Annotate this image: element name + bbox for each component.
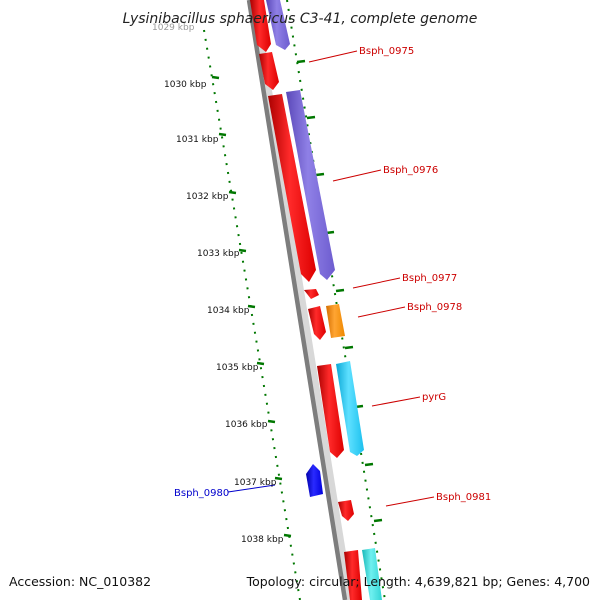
ruler-label: 1032 kbp (186, 192, 229, 202)
map-title: Lysinibacillus sphaericus C3-41, complet… (123, 11, 478, 27)
gene-arrow-red (259, 52, 279, 90)
gene-label-bsph-0980[interactable]: Bsph_0980 (174, 488, 229, 499)
inner-ring-ticks (203, 29, 301, 600)
accession-text: Accession: NC_010382 (9, 574, 151, 589)
gene-arrow-orange (326, 304, 345, 338)
ruler-label: 1037 kbp (234, 478, 277, 488)
major-ruler-ticks (211, 75, 292, 538)
gene-arrow-red (317, 364, 344, 458)
gene-arrow-red (268, 94, 316, 282)
gene-label-bsph-0981[interactable]: Bsph_0981 (436, 492, 491, 503)
ruler-label: 1038 kbp (241, 535, 284, 545)
gene-arrow-red (338, 500, 354, 521)
gene-arrow-red (250, 0, 271, 52)
ruler-label: 1030 kbp (164, 80, 207, 90)
gene-arrow-red (344, 550, 362, 600)
ruler-label: 1033 kbp (197, 249, 240, 259)
gene-label-bsph-0976[interactable]: Bsph_0976 (383, 165, 438, 176)
gene-arrow-purple (266, 0, 290, 50)
gene-arrow-red (308, 306, 326, 340)
ruler-label: 1034 kbp (207, 306, 250, 316)
gene-label-pyrg[interactable]: pyrG (422, 392, 446, 403)
gene-arrow-teal (362, 548, 382, 600)
gene-arrow-cyan (336, 361, 364, 456)
gene-arrow-blue (306, 464, 323, 497)
label-leaders (227, 50, 435, 507)
gene-arrows (250, 0, 382, 600)
gene-label-bsph-0975[interactable]: Bsph_0975 (359, 46, 414, 57)
gene-label-bsph-0977[interactable]: Bsph_0977 (402, 273, 457, 284)
gene-arrow-purple (286, 90, 335, 280)
gene-arrow-red (304, 289, 319, 299)
ruler-cut-label: 1029 kbp (152, 23, 195, 33)
gene-label-bsph-0978[interactable]: Bsph_0978 (407, 302, 462, 313)
ruler-label: 1031 kbp (176, 135, 219, 145)
topology-text: Topology: circular; Length: 4,639,821 bp… (246, 574, 590, 589)
ruler-label: 1036 kbp (225, 420, 268, 430)
backbone (246, 0, 348, 600)
ruler-label: 1035 kbp (216, 363, 259, 373)
